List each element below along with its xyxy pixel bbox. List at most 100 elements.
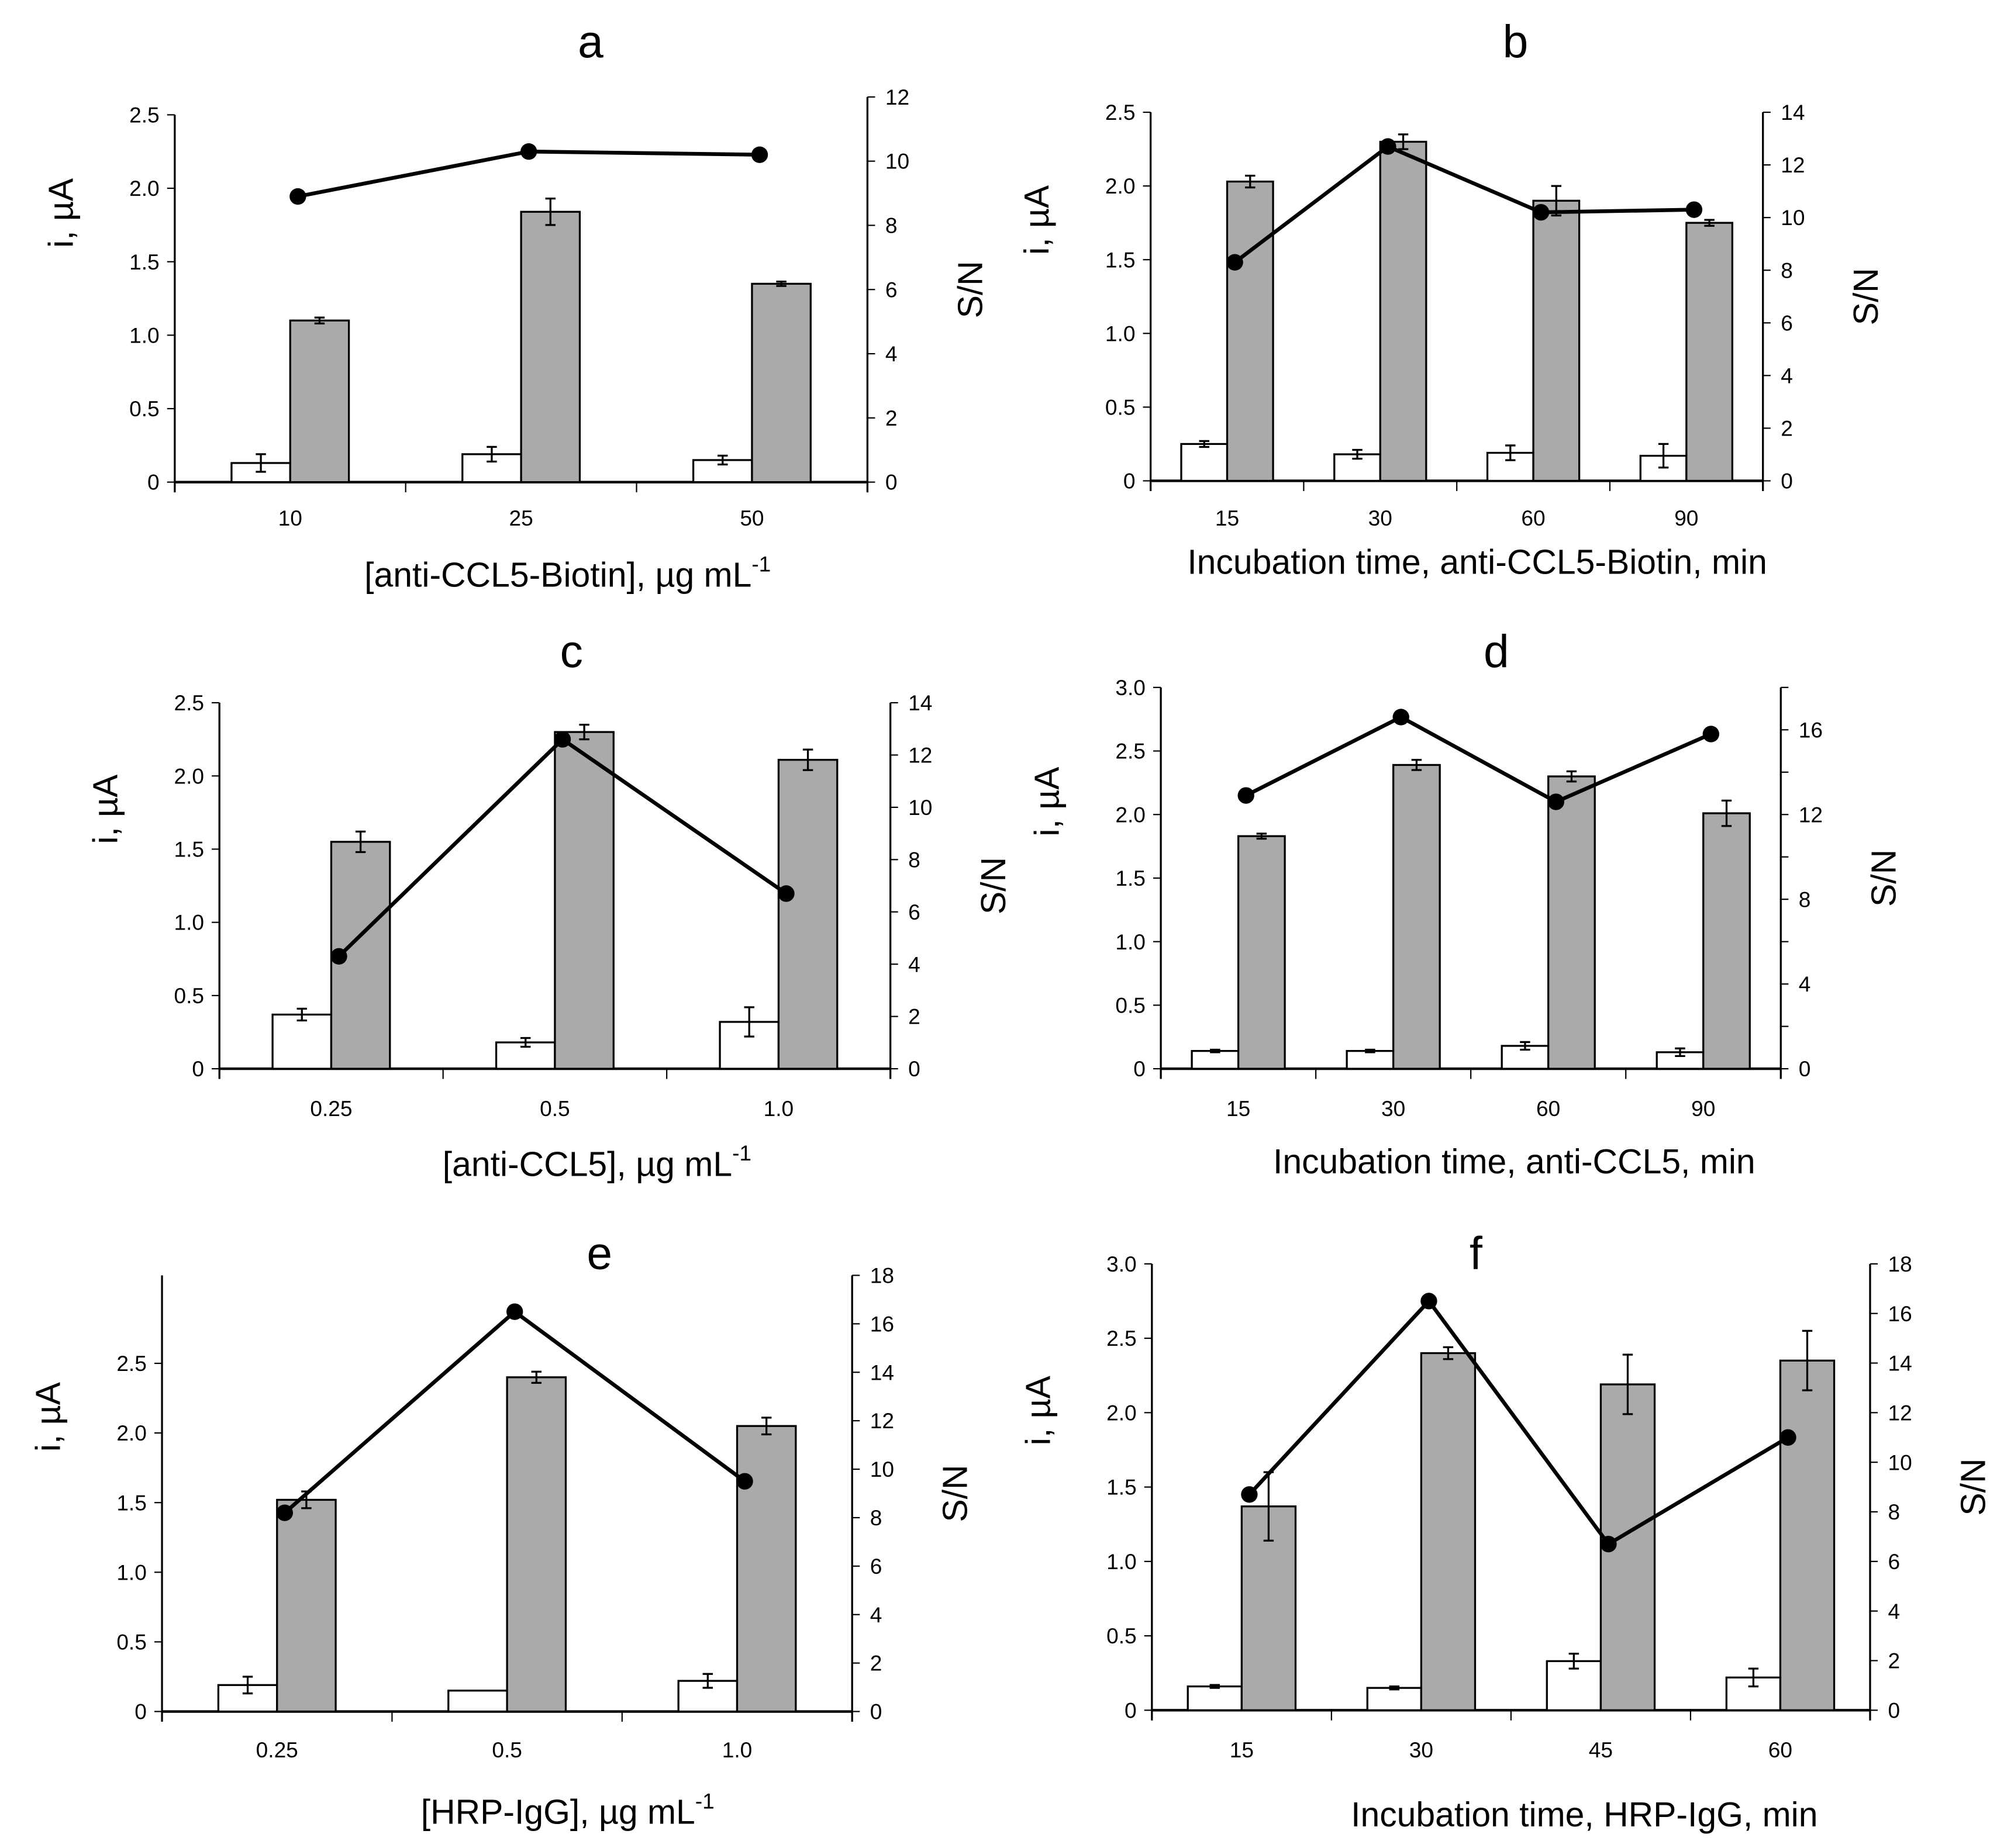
y2-tick-label: 18 bbox=[1888, 1252, 1912, 1276]
sn-point bbox=[1420, 1293, 1437, 1310]
signal-bar bbox=[506, 1376, 567, 1713]
y-tick-label: 2.0 bbox=[116, 1421, 147, 1445]
panel-e: e 0 0.5 1.0 1.5 2.0 2.5 0 2 4 6 8 10 12 14 16 18 0.25 0.5 1… bbox=[30, 1228, 975, 1832]
y-tick-label: 2.0 bbox=[1115, 802, 1146, 827]
y2-tick-label: 2 bbox=[870, 1651, 882, 1676]
error-bar bbox=[545, 197, 556, 226]
x-axis-label-text: [anti-CCL5-Biotin], µg mL bbox=[364, 557, 751, 595]
error-bar bbox=[1245, 174, 1256, 189]
y2-tick-label: 0 bbox=[870, 1700, 882, 1724]
x-axis-label: Incubation time, anti-CCL5-Biotin, min bbox=[1187, 544, 1767, 582]
signal-bar bbox=[1702, 812, 1751, 1070]
error-bar bbox=[776, 280, 787, 287]
sn-point bbox=[1226, 254, 1243, 271]
x-tick-label: 10 bbox=[278, 506, 302, 530]
y2-tick-label: 2 bbox=[1781, 416, 1793, 440]
blank-bar bbox=[1346, 1050, 1395, 1070]
sn-point bbox=[1685, 201, 1703, 218]
y2-tick-label: 14 bbox=[870, 1360, 894, 1384]
x-axis-label: [anti-CCL5], µg mL-1 bbox=[443, 1141, 751, 1183]
blank-bar bbox=[1180, 443, 1229, 482]
y2-tick-label: 2 bbox=[1888, 1649, 1900, 1673]
y2-axis-label: S/N bbox=[952, 261, 990, 318]
error-bar bbox=[1704, 219, 1715, 227]
y-tick-label: 1.5 bbox=[1105, 247, 1136, 272]
y2-tick-label: 10 bbox=[870, 1457, 894, 1481]
signal-bar bbox=[520, 210, 581, 483]
panel-title: c bbox=[560, 626, 583, 677]
signal-bar bbox=[1226, 180, 1274, 482]
y2-tick-label: 6 bbox=[870, 1554, 882, 1578]
y-tick-label: 0 bbox=[1125, 1698, 1137, 1722]
error-bar bbox=[531, 1370, 542, 1384]
y2-tick-label: 12 bbox=[908, 743, 932, 768]
blank-bar bbox=[692, 459, 753, 483]
sn-point bbox=[1702, 726, 1719, 742]
error-bar bbox=[1721, 799, 1732, 827]
panel-title: a bbox=[578, 16, 603, 67]
blank-bar bbox=[271, 1013, 333, 1070]
panel-title: e bbox=[587, 1228, 612, 1279]
y-tick-label: 0 bbox=[1123, 469, 1136, 493]
y2-axis-label: S/N bbox=[975, 857, 1013, 914]
error-bar bbox=[718, 454, 728, 466]
signal-bar bbox=[736, 1425, 797, 1713]
sn-point bbox=[1241, 1486, 1258, 1503]
y2-tick-label: 10 bbox=[1781, 205, 1805, 230]
y-tick-label: 2.5 bbox=[116, 1351, 147, 1376]
x-tick-label: 25 bbox=[509, 506, 533, 530]
y-axis-label: i, µA bbox=[30, 1381, 68, 1452]
error-bar bbox=[242, 1676, 253, 1695]
signal-bar bbox=[554, 731, 615, 1070]
y2-tick-label: 14 bbox=[1888, 1351, 1912, 1376]
blank-bar bbox=[447, 1690, 508, 1713]
y-tick-label: 1.0 bbox=[1105, 321, 1136, 346]
x-tick-label: 60 bbox=[1768, 1738, 1792, 1762]
y-tick-label: 1.5 bbox=[1115, 866, 1146, 890]
sn-point bbox=[1379, 138, 1396, 155]
y2-axis-label: S/N bbox=[1865, 849, 1903, 907]
y-tick-label: 0 bbox=[134, 1700, 147, 1724]
sn-point bbox=[554, 731, 571, 748]
y-axis-label: i, µA bbox=[1029, 766, 1067, 837]
y-axis-label: i, µA bbox=[1018, 185, 1056, 255]
error-bar bbox=[802, 748, 813, 771]
y2-tick-label: 0 bbox=[908, 1056, 920, 1081]
error-bar bbox=[520, 1037, 531, 1048]
y-axis-label: i, µA bbox=[87, 774, 125, 844]
error-bar bbox=[1210, 1048, 1220, 1053]
y2-tick-label: 0 bbox=[1888, 1698, 1900, 1722]
panel-f: f 0 0.5 1.0 1.5 2.0 2.5 3.0 0 2 4 6 8 10 12 14 16 18 15 30 4… bbox=[1019, 1228, 1990, 1834]
signal-bar bbox=[1379, 140, 1427, 482]
x-axis-label-text: Incubation time, anti-CCL5-Biotin, min bbox=[1187, 544, 1767, 582]
signal-bar bbox=[1420, 1352, 1477, 1711]
y2-tick-label: 8 bbox=[1888, 1500, 1900, 1524]
y2-tick-label: 12 bbox=[1888, 1400, 1912, 1425]
error-bar bbox=[1411, 759, 1422, 771]
y-tick-label: 1.0 bbox=[1115, 930, 1146, 954]
y-tick-label: 1.5 bbox=[116, 1490, 147, 1515]
sn-point bbox=[751, 146, 768, 163]
y2-tick-label: 12 bbox=[1781, 153, 1805, 177]
sn-point bbox=[1237, 787, 1254, 804]
error-bar bbox=[761, 1417, 772, 1436]
y-tick-label: 2.0 bbox=[174, 764, 204, 788]
y-tick-label: 2.0 bbox=[1105, 174, 1136, 198]
y2-tick-label: 10 bbox=[908, 795, 932, 820]
error-bar bbox=[1199, 440, 1209, 448]
error-bar bbox=[296, 1007, 307, 1022]
x-axis-label-text: [HRP-IgG], µg mL bbox=[421, 1793, 695, 1831]
signal-bar bbox=[1547, 775, 1596, 1070]
y2-tick-label: 4 bbox=[1799, 972, 1811, 996]
x-tick-label: 0.25 bbox=[256, 1738, 298, 1762]
error-bar bbox=[1520, 1041, 1530, 1051]
sn-line bbox=[1248, 1298, 1789, 1547]
panel-title: d bbox=[1484, 626, 1509, 677]
y2-tick-label: 16 bbox=[1888, 1301, 1912, 1326]
y2-axis-label: S/N bbox=[1847, 268, 1885, 325]
y2-tick-label: 8 bbox=[1799, 887, 1811, 911]
error-bar bbox=[1443, 1346, 1454, 1360]
y-tick-label: 0.5 bbox=[116, 1630, 147, 1654]
x-tick-label: 60 bbox=[1521, 506, 1545, 530]
y2-tick-label: 2 bbox=[885, 406, 898, 430]
